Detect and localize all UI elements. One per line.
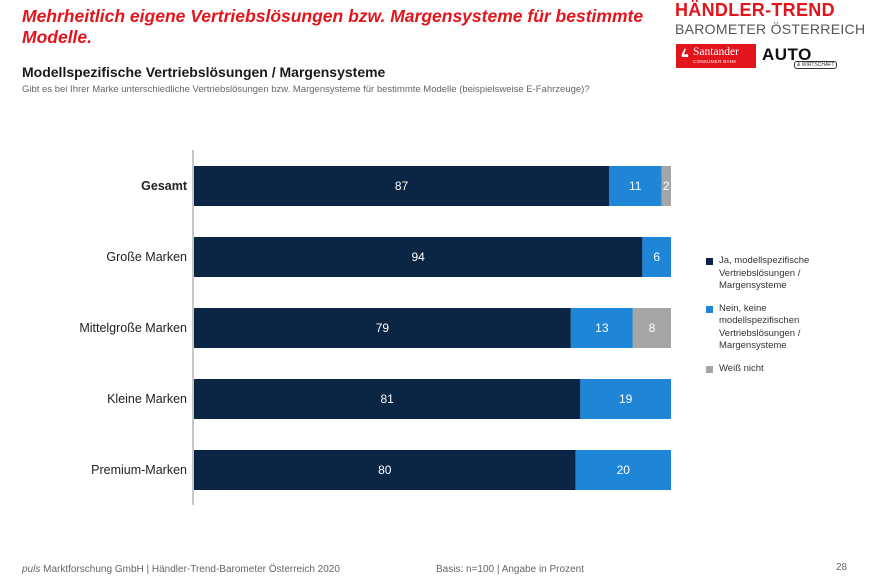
bar-value-label: 81: [381, 392, 395, 406]
santander-logo: Santander CONSUMER BANK: [676, 44, 756, 68]
santander-name: Santander: [693, 46, 739, 58]
bar-value-label: 79: [376, 321, 390, 335]
bar-segment-series-3: [632, 308, 671, 348]
legend-label-line: Vertriebslösungen /: [719, 327, 801, 339]
legend-swatch: [706, 365, 713, 373]
bar-segment-series-1: [194, 450, 576, 490]
bar-value-label: 8: [649, 321, 656, 335]
legend-label-line: Margensysteme: [719, 340, 787, 351]
legend-label-line: modellspezifischen: [719, 315, 800, 326]
legend-swatch: [706, 305, 713, 313]
bar-segment-series-2: [575, 450, 671, 490]
category-label: Große Marken: [106, 250, 187, 264]
santander-tagline: CONSUMER BANK: [693, 59, 737, 64]
auto-logo-word: AUTO: [762, 45, 812, 64]
bar-value-label: 19: [619, 392, 633, 406]
footer-company-rest: Marktforschung GmbH | Händler-Trend-Baro…: [40, 564, 340, 575]
bar-value-label: 11: [629, 179, 642, 193]
legend-item: Ja, modellspezifische Vertriebslösungen /…: [706, 255, 856, 293]
brand-title: HÄNDLER-TREND: [675, 0, 835, 20]
bar-value-label: 6: [653, 250, 660, 264]
legend-label-line: Vertriebslösungen /: [719, 267, 801, 279]
legend-label-line: Margensysteme: [719, 280, 787, 291]
bar-segment-series-3: [661, 166, 671, 206]
page-number: 28: [836, 562, 848, 573]
category-label: Premium-Marken: [91, 463, 187, 477]
legend-label-line: Ja, modellspezifische: [719, 255, 810, 266]
category-label: Kleine Marken: [107, 392, 187, 406]
footer-company: puls Marktforschung GmbH | Händler-Trend…: [22, 564, 340, 575]
footer-basis: Basis: n=100 | Angabe in Prozent: [436, 564, 584, 575]
brand-subtitle: BAROMETER ÖSTERREICH: [675, 21, 866, 37]
bar-value-label: 80: [378, 463, 392, 477]
category-label: Gesamt: [141, 179, 188, 193]
headline: Mehrheitlich eigene Vertriebslösungen bz…: [22, 6, 644, 47]
bar-segment-series-1: [194, 308, 571, 348]
bar-value-label: 13: [595, 321, 609, 335]
bar-value-label: 2: [663, 179, 670, 193]
chart-title: Modellspezifische Vertriebslösungen / Ma…: [22, 64, 386, 80]
bar-value-label: 87: [395, 179, 409, 193]
bar-segment-series-1: [194, 237, 643, 277]
legend-swatch: [706, 258, 713, 265]
santander-flame-icon: [681, 48, 689, 57]
auto-wirtschaft-logo: AUTO & WIRTSCHAFT: [762, 43, 842, 69]
bar-value-label: 94: [412, 250, 426, 264]
legend-label-line: Weiß nicht: [719, 362, 764, 374]
bar-segment-series-2: [580, 379, 671, 419]
chart-question: Gibt es bei Ihrer Marke unterschiedliche…: [22, 84, 590, 95]
chart-legend: Ja, modellspezifische Vertriebslösungen /…: [706, 255, 856, 385]
bar-segment-series-1: [194, 379, 581, 419]
auto-logo-sub: & WIRTSCHAFT: [794, 61, 838, 69]
footer-company-italic: puls: [22, 564, 41, 575]
bar-segment-series-2: [608, 166, 662, 206]
legend-label-line: Nein, keine: [719, 302, 767, 314]
category-label: Mittelgroße Marken: [79, 321, 187, 335]
bar-segment-series-2: [570, 308, 633, 348]
bar-segment-series-2: [642, 237, 671, 277]
legend-item: Weiß nicht: [706, 363, 856, 376]
bar-value-label: 20: [617, 463, 631, 477]
legend-item: Nein, keine modellspezifischen Vertriebslö…: [706, 303, 856, 353]
bar-segment-series-1: [194, 166, 609, 206]
